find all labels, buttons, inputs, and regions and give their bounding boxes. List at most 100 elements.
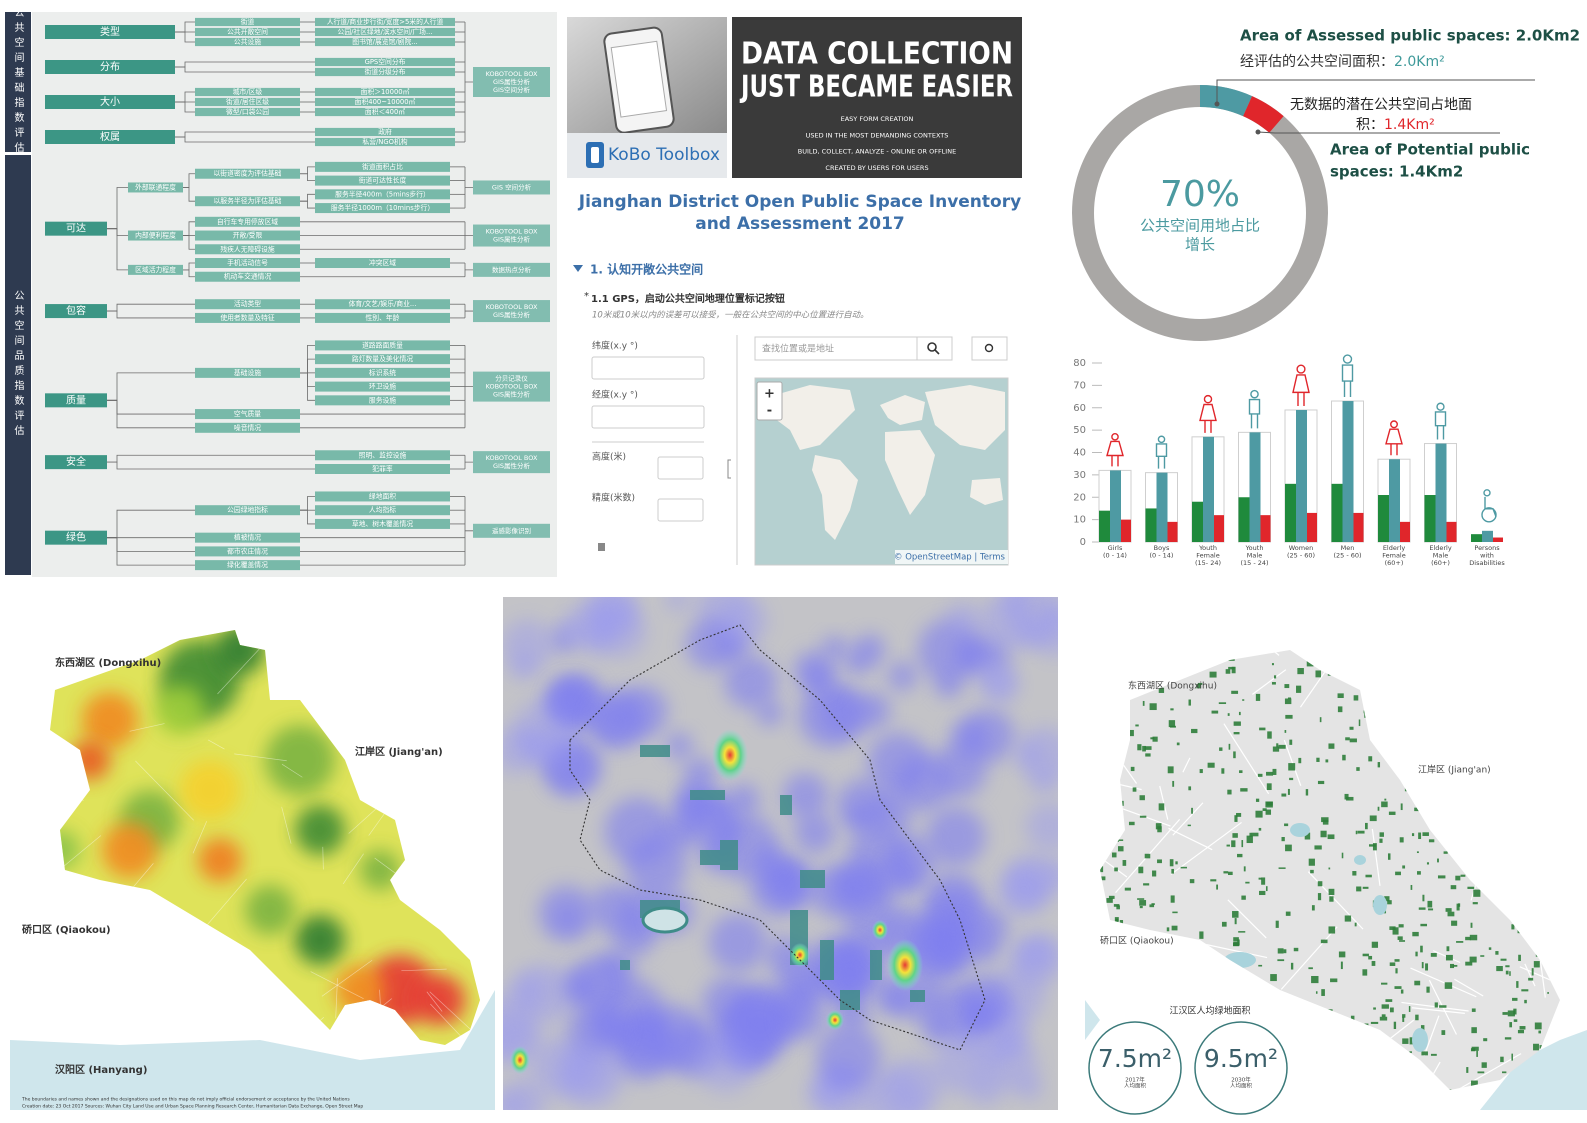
green-patch — [1376, 741, 1382, 749]
green-patch — [1100, 916, 1106, 924]
green-patch — [1219, 747, 1223, 751]
output-label: GIS属性分析 — [493, 235, 531, 244]
bar — [1493, 537, 1503, 542]
group-title: 1. 认知开敞公共空间 — [590, 262, 703, 277]
green-patch — [1344, 793, 1349, 800]
green-patch — [1418, 832, 1422, 840]
green-patch — [1243, 866, 1246, 872]
item-box — [315, 505, 450, 516]
green-patch — [1228, 655, 1235, 661]
green-patch — [1481, 698, 1485, 706]
green-patch — [1197, 658, 1200, 661]
green-patch — [1430, 953, 1437, 957]
activity-blob — [503, 1078, 547, 1110]
icon-part — [1111, 432, 1119, 441]
district-label: 硚口区 (Qiaokou) — [22, 924, 111, 936]
x-tick-label: Boys — [1154, 544, 1170, 552]
item-label: GPS空间分布 — [365, 57, 406, 66]
green-patch — [1191, 807, 1193, 814]
district-base — [1100, 650, 1560, 1090]
green-patch — [1534, 1022, 1542, 1030]
item-box — [195, 107, 300, 117]
street — [342, 853, 364, 885]
green-patch — [1385, 999, 1393, 1002]
connector — [300, 173, 315, 181]
green-patch — [1100, 866, 1104, 873]
green-patch — [1411, 833, 1415, 837]
activity-blobs — [503, 597, 1058, 1110]
question: 1.1 GPS，启动公共空间地理位置标记按钮 — [591, 292, 785, 305]
green-patch — [1473, 707, 1478, 714]
activity-blob — [887, 661, 918, 692]
green-patch — [1263, 1006, 1269, 1010]
connector — [300, 200, 315, 209]
x-tick-label: (25 - 60) — [1287, 552, 1315, 560]
green-patch — [1373, 1007, 1376, 1010]
green-patch — [1484, 877, 1488, 882]
street — [1223, 723, 1270, 795]
green-patch — [1352, 871, 1357, 876]
green-patch — [1146, 660, 1153, 666]
locate-button[interactable] — [971, 336, 1008, 361]
x-tick-label: (60+) — [1385, 559, 1404, 567]
green-patch — [1493, 716, 1501, 721]
item-label: 自行车专用停放区域 — [217, 217, 278, 226]
green-patch — [1138, 659, 1144, 663]
green-patch — [1276, 743, 1279, 748]
green-patch — [1321, 817, 1329, 823]
green-patch — [1135, 724, 1139, 727]
green-patch — [1521, 989, 1529, 992]
green-patch — [1373, 727, 1379, 732]
item-box — [195, 27, 300, 37]
item-box — [315, 518, 450, 529]
activity-blob — [548, 679, 593, 723]
green-patch — [1483, 740, 1486, 745]
zoom-button[interactable]: + — [764, 387, 775, 402]
green-patch — [1218, 702, 1227, 705]
green-patch — [1327, 666, 1331, 672]
hotspot — [712, 729, 748, 781]
green-patch — [1519, 1026, 1526, 1030]
green-patch — [1284, 823, 1289, 827]
green-patch — [1100, 876, 1106, 881]
brand: KoBo Toolbox — [608, 145, 720, 165]
green-patch — [1211, 710, 1219, 714]
green-patch — [1199, 931, 1204, 939]
category-box — [45, 455, 107, 470]
street — [1168, 827, 1213, 851]
item-box — [128, 230, 183, 241]
green-patch — [1108, 1004, 1114, 1007]
green-patch — [1400, 803, 1403, 811]
connector — [107, 399, 195, 429]
green-patch — [1314, 845, 1322, 850]
heat-blob — [198, 838, 242, 882]
activity-blob — [990, 1021, 1024, 1054]
green-patch — [1121, 800, 1124, 806]
green-patch — [1528, 853, 1535, 859]
y-tick-label: 0 — [1080, 537, 1086, 548]
green-patch — [1528, 814, 1532, 819]
street — [281, 763, 303, 778]
zoom-button[interactable]: - — [767, 404, 772, 419]
heat-blob — [360, 850, 400, 890]
green-patch — [1550, 963, 1554, 971]
green-patch — [1510, 897, 1518, 903]
green-patch — [1481, 820, 1485, 824]
item-label: 面积＞10000㎡ — [361, 87, 410, 96]
green-patch — [1181, 1073, 1187, 1080]
green-patch — [1164, 1024, 1168, 1029]
lake — [1354, 855, 1366, 865]
street — [1252, 669, 1287, 695]
green-patch — [1150, 991, 1157, 993]
bar — [1110, 470, 1121, 542]
green-patch — [1289, 739, 1293, 745]
output-label: 分贝记录仪 — [495, 374, 528, 383]
search-button[interactable] — [916, 336, 953, 361]
green-patch — [1180, 866, 1187, 869]
map-land — [885, 430, 935, 515]
category-label: 大小 — [100, 95, 120, 108]
green-patch — [1446, 946, 1450, 952]
green-patch — [1115, 918, 1119, 926]
item-label: 街道可达性长度 — [359, 176, 407, 185]
